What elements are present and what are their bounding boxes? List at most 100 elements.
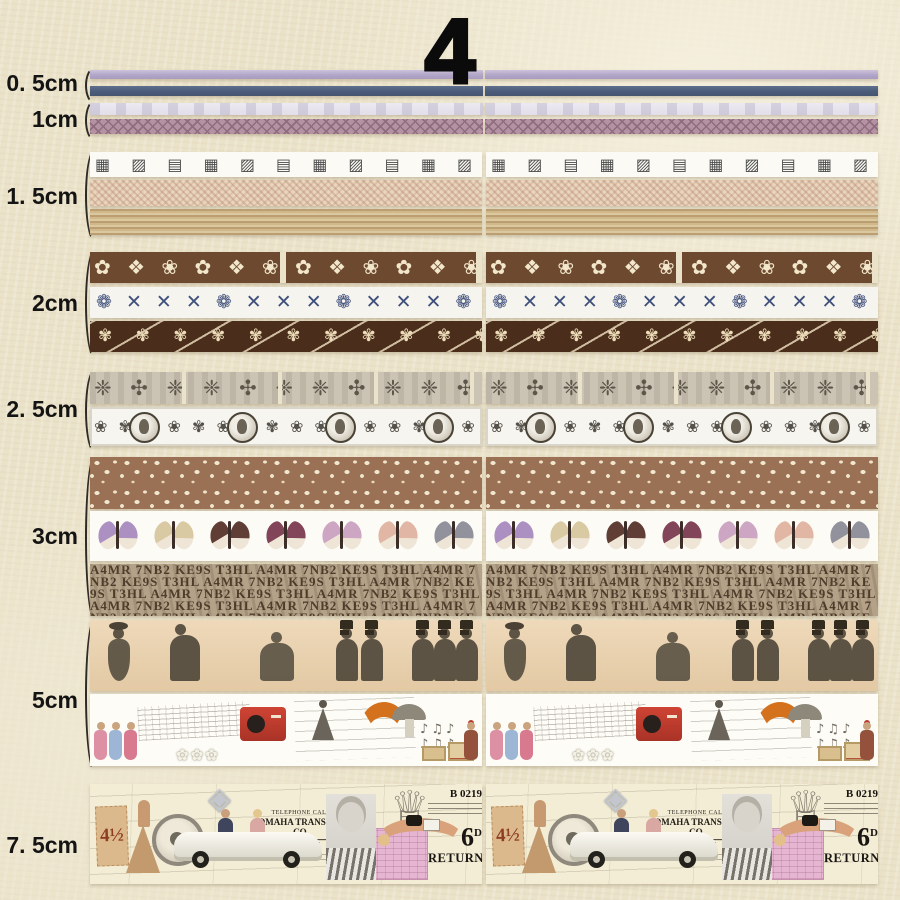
stamp-motif-row: ▦ ▨ ▤ ▦ ▨ ▤ ▦ ▨ ▤ ▦ ▨ ▤ ▦ ▨ ▤ ▦ ▨ ▤ ▦ ▨ … (95, 155, 482, 174)
variant-number: 4 (423, 1, 477, 103)
lace-sheet-music-icon (137, 701, 251, 741)
butterfly-icon (95, 519, 141, 553)
top-hat-man-icon (434, 620, 456, 681)
tape-ephemera-collage: 4½ ◈ TELEPHONE CALL OMAHA TRANSFER CO. T… (90, 784, 878, 884)
cameo-portrait-icon (721, 412, 753, 443)
telephone-call-label: TELEPHONE CALL (271, 810, 331, 816)
diamond-icon: ◈ (604, 784, 628, 816)
cameo-portrait-icon (227, 412, 259, 443)
top-hat-man-icon (808, 620, 830, 681)
butterfly-icon (659, 519, 705, 553)
size-label-5cm: 5cm (31, 687, 78, 713)
butterfly-icon (547, 519, 593, 553)
tape-rose-weave (90, 180, 878, 206)
brace-5cm (85, 617, 104, 773)
brace-1cm (85, 100, 104, 141)
top-hat-man-icon (852, 620, 874, 681)
letter-jumble-texture: A4MR 7NB2 KE9S T3HL A4MR 7NB2 KE9S T3HL … (90, 564, 480, 616)
size-label-7-5cm: 7. 5cm (6, 832, 78, 858)
top-hat-man-icon (757, 620, 779, 681)
record-player-icon (636, 707, 682, 741)
butterfly-icon (151, 519, 197, 553)
brace-1-5cm (85, 149, 104, 242)
size-label-0-5cm: 0. 5cm (6, 70, 78, 96)
tape-mauve-lattice (90, 119, 878, 134)
brace-0-5cm (85, 67, 104, 104)
brace-3cm (85, 454, 104, 622)
cameo-portrait-icon (525, 412, 557, 443)
tape-dark-brown-branches: ✾ ✾ ✾ ✾ ✾ ✾ ✾ ✾ ✾ ✾ ✾ ✾ ✾ ✾ ✾ ✾ ✾ ✾ ✾ ✾ … (90, 321, 878, 352)
butterfly-icon (207, 519, 253, 553)
ticket-number: B 0219 (449, 788, 482, 800)
butterfly-icon (319, 519, 365, 553)
car-passengers-icon (612, 809, 676, 834)
tape-brown-white-dots (90, 457, 878, 509)
woman-portrait-icon (722, 794, 772, 880)
top-hat-man-icon (830, 620, 852, 681)
butterfly-icon (431, 519, 477, 553)
girl-figure-icon (94, 722, 107, 760)
white-flowers-icon: ✿✿✿ (176, 746, 220, 764)
tape-gray-cherub-border: ❈ ✣ ❈ ❈ ✣ ❈ ❈ ✣ ❈ ❈ ✣ ❈ ❈ ✣ ❈ ❈ ✣ ❈ ❈ ✣ … (90, 372, 878, 404)
brace-2cm (85, 249, 104, 359)
return-ticket: B 0219 6D RETURN (824, 788, 878, 882)
tape-pale-lilac-solid (90, 103, 878, 115)
girl-figure-icon (505, 722, 518, 760)
record-player-icon (240, 707, 286, 741)
cameo-portrait-icon (623, 412, 655, 443)
girl-figure-icon (124, 722, 137, 760)
size-label-1-5cm: 1. 5cm (6, 183, 78, 209)
convertible-car-icon (570, 832, 718, 868)
cameo-portrait-icon (819, 412, 851, 443)
top-hat-man-icon (361, 620, 383, 681)
letter-jumble-texture: A4MR 7NB2 KE9S T3HL A4MR 7NB2 KE9S T3HL … (486, 564, 876, 616)
tape-navy-solid (90, 86, 878, 96)
tape-stamp-icons: ▦ ▨ ▤ ▦ ▨ ▤ ▦ ▨ ▤ ▦ ▨ ▤ ▦ ▨ ▤ ▦ ▨ ▤ ▦ ▨ … (90, 152, 878, 177)
butterfly-icon (827, 519, 873, 553)
butterfly-icon (603, 519, 649, 553)
tape-victorian-gentlemen (90, 620, 878, 691)
car-passengers-icon (216, 809, 280, 834)
lace-sheet-music-icon (533, 701, 647, 741)
tape-letter-collage: A4MR 7NB2 KE9S T3HL A4MR 7NB2 KE9S T3HL … (90, 564, 878, 616)
girl-figure-icon (490, 722, 503, 760)
size-label-3cm: 3cm (31, 523, 78, 549)
diving-woman-icon (772, 812, 861, 856)
tape-navy-lace: ❁ ✕ ✕ ✕ ❁ ✕ ✕ ✕ ❁ ✕ ✕ ✕ ❁ ✕ ✕ ✕ ❁ ✕ ✕ ✕ … (90, 287, 878, 318)
top-hat-man-icon (456, 620, 478, 681)
victorian-lady-icon (504, 622, 526, 681)
butterfly-icon (375, 519, 421, 553)
convertible-car-icon (174, 832, 322, 868)
top-hat-man-icon (336, 620, 358, 681)
butterfly-icon (771, 519, 817, 553)
cameo-portrait-icon (423, 412, 455, 443)
diving-woman-icon (376, 812, 465, 856)
ballerina-icon (704, 700, 734, 752)
victorian-man-reading-icon (656, 632, 690, 681)
size-label-1cm: 1cm (31, 106, 78, 132)
woman-portrait-icon (326, 794, 376, 880)
telephone-call-label: TELEPHONE CALL (667, 810, 727, 816)
victorian-man-icon (170, 624, 200, 681)
lace-motif-row: ❁ ✕ ✕ ✕ ❁ ✕ ✕ ✕ ❁ ✕ ✕ ✕ ❁ ✕ ✕ ✕ ❁ ✕ ✕ ✕ … (96, 291, 482, 313)
butterfly-icon (491, 519, 537, 553)
brace-2-5cm (85, 369, 104, 453)
tape-vintage-collage: ✿✿✿ ♪♫♪ ♪♫♪ ✿✿✿ ♪♫♪ ♪♫♪ (90, 694, 878, 766)
butterfly-icon (263, 519, 309, 553)
top-hat-man-icon (412, 620, 434, 681)
cameo-portrait-icon (129, 412, 161, 443)
boy-figure-icon (860, 722, 874, 760)
victorian-lady-icon (108, 622, 130, 681)
victorian-man-icon (566, 624, 596, 681)
tape-tan-stripes (90, 209, 878, 235)
mushroom-icon (392, 704, 426, 740)
lace-motif-row: ❁ ✕ ✕ ✕ ❁ ✕ ✕ ✕ ❁ ✕ ✕ ✕ ❁ ✕ ✕ ✕ ❁ ✕ ✕ ✕ … (492, 291, 878, 313)
ballerina-icon (308, 700, 338, 752)
size-label-2-5cm: 2. 5cm (6, 396, 78, 422)
girl-figure-icon (109, 722, 122, 760)
tape-lavender-solid (90, 70, 878, 79)
ticket-number: B 0219 (845, 788, 878, 800)
butterfly-icon (715, 519, 761, 553)
victorian-man-reading-icon (260, 632, 294, 681)
